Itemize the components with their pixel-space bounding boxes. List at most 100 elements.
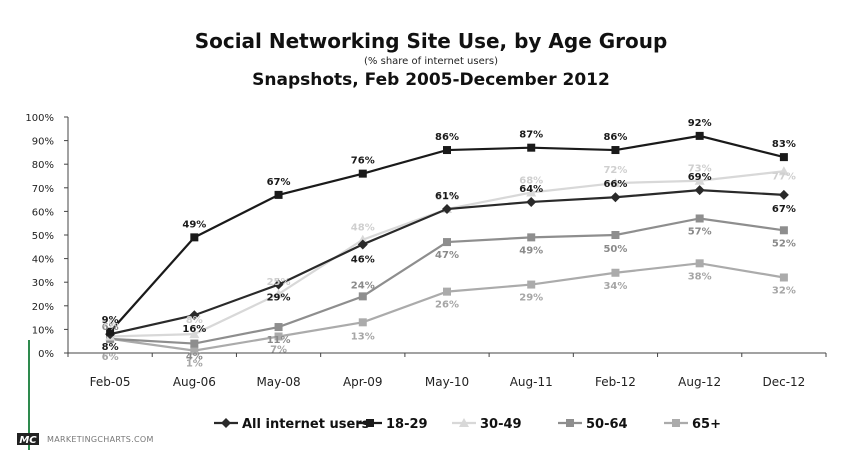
x-tick-label: Aug-06 bbox=[173, 375, 216, 389]
data-point bbox=[527, 280, 536, 289]
y-tick-label: 60% bbox=[32, 207, 54, 218]
data-label: 11% bbox=[267, 335, 291, 346]
x-tick-label: Feb-12 bbox=[595, 375, 636, 389]
data-point bbox=[274, 323, 283, 332]
data-point bbox=[358, 292, 367, 301]
data-label: 83% bbox=[772, 139, 796, 150]
data-point bbox=[778, 166, 789, 176]
data-label: 46% bbox=[351, 254, 375, 265]
y-tick-label: 70% bbox=[32, 184, 54, 195]
x-tick-label: May-08 bbox=[256, 375, 300, 389]
data-label: 67% bbox=[772, 204, 796, 215]
data-label: 7% bbox=[102, 318, 119, 329]
data-label: 68% bbox=[519, 176, 543, 187]
legend-marker bbox=[221, 418, 231, 428]
legend: All internet users 18-29 30-49 50-64 65+ bbox=[214, 417, 721, 432]
data-point bbox=[357, 234, 368, 244]
x-axis: Feb-05 Aug-06 May-08 Apr-09 May-10 Aug-11 Feb-… bbox=[67, 352, 827, 389]
data-label: 7% bbox=[270, 344, 287, 355]
data-label: 77% bbox=[772, 171, 796, 182]
data-label: 69% bbox=[688, 172, 712, 183]
data-point bbox=[779, 273, 788, 282]
data-label: 86% bbox=[435, 132, 459, 143]
data-label: 47% bbox=[435, 250, 459, 261]
data-label: 25% bbox=[267, 277, 291, 288]
series-layer bbox=[105, 131, 789, 355]
data-label: 49% bbox=[182, 219, 206, 230]
y-tick-label: 0% bbox=[38, 349, 54, 360]
series-all-internet-users bbox=[105, 185, 789, 340]
data-point bbox=[695, 259, 704, 268]
legend-label: 50-64 bbox=[586, 417, 628, 432]
data-label: 92% bbox=[688, 118, 712, 129]
legend-marker bbox=[566, 419, 574, 427]
data-point bbox=[190, 233, 199, 242]
data-point bbox=[274, 332, 283, 341]
data-point bbox=[106, 327, 115, 336]
data-point bbox=[610, 178, 621, 188]
data-point bbox=[273, 289, 284, 298]
logo-box bbox=[17, 433, 39, 445]
data-point bbox=[526, 196, 537, 207]
data-point bbox=[273, 279, 284, 290]
legend-label: 30-49 bbox=[480, 417, 522, 432]
series-line bbox=[110, 217, 785, 345]
data-label: 32% bbox=[772, 285, 796, 296]
data-point bbox=[779, 153, 788, 162]
marketingcharts-logo: MC bbox=[17, 433, 39, 446]
data-point bbox=[778, 189, 789, 200]
data-point bbox=[189, 310, 200, 321]
y-tick-label: 50% bbox=[32, 231, 54, 242]
legend-label: 18-29 bbox=[386, 417, 428, 432]
data-label: 6% bbox=[102, 352, 119, 363]
x-tick-label: Apr-09 bbox=[343, 375, 383, 389]
data-point bbox=[358, 318, 367, 327]
data-label: 26% bbox=[435, 300, 459, 311]
data-label: 48% bbox=[351, 223, 375, 234]
y-tick-label: 100% bbox=[25, 113, 54, 124]
data-point bbox=[611, 231, 620, 239]
data-point bbox=[695, 214, 704, 223]
data-label: 1% bbox=[186, 359, 203, 370]
chart-subtitle-snapshots: Snapshots, Feb 2005-December 2012 bbox=[252, 70, 610, 90]
brand-text: MARKETINGCHARTS.COM bbox=[47, 435, 154, 444]
data-point bbox=[695, 131, 704, 140]
data-point bbox=[442, 204, 452, 215]
data-point bbox=[610, 192, 621, 203]
data-point bbox=[443, 287, 451, 296]
legend-label: All internet users bbox=[242, 417, 370, 432]
x-tick-label: May-10 bbox=[425, 375, 469, 389]
data-label: 16% bbox=[182, 324, 206, 335]
data-point bbox=[443, 238, 451, 247]
data-label: 73% bbox=[688, 164, 712, 175]
data-label: 6% bbox=[102, 322, 119, 333]
y-tick-label: 10% bbox=[32, 325, 54, 336]
chart-subtitle: (% share of internet users) bbox=[364, 56, 498, 67]
y-tick-label: 90% bbox=[32, 137, 54, 148]
data-point bbox=[527, 143, 536, 152]
data-label: 64% bbox=[519, 184, 543, 195]
legend-label: 65+ bbox=[692, 417, 721, 432]
data-label: 52% bbox=[772, 238, 796, 249]
series-18-29 bbox=[106, 131, 788, 336]
y-tick-label: 80% bbox=[32, 160, 54, 171]
data-label: 66% bbox=[603, 179, 627, 190]
data-label: 67% bbox=[267, 177, 291, 188]
data-point bbox=[779, 226, 788, 235]
data-point bbox=[357, 239, 368, 250]
x-tick-label: Dec-12 bbox=[762, 375, 805, 389]
data-label: 29% bbox=[267, 293, 291, 304]
x-tick-label: Aug-11 bbox=[510, 375, 553, 389]
x-tick-label: Feb-05 bbox=[90, 375, 131, 389]
y-tick-label: 30% bbox=[32, 278, 54, 289]
data-label: 8% bbox=[102, 342, 119, 353]
data-label: 8% bbox=[186, 315, 203, 326]
data-point bbox=[358, 169, 367, 178]
data-label: 76% bbox=[351, 156, 375, 167]
y-axis: 0% 10% 20% 30% 40% 50% 60% 70% 80% 90% 100% bbox=[25, 113, 69, 360]
legend-item: 50-64 bbox=[558, 417, 628, 432]
legend-marker bbox=[672, 419, 680, 427]
data-label: 38% bbox=[688, 271, 712, 282]
data-label: 61% bbox=[435, 192, 459, 203]
data-label: 50% bbox=[603, 244, 627, 255]
